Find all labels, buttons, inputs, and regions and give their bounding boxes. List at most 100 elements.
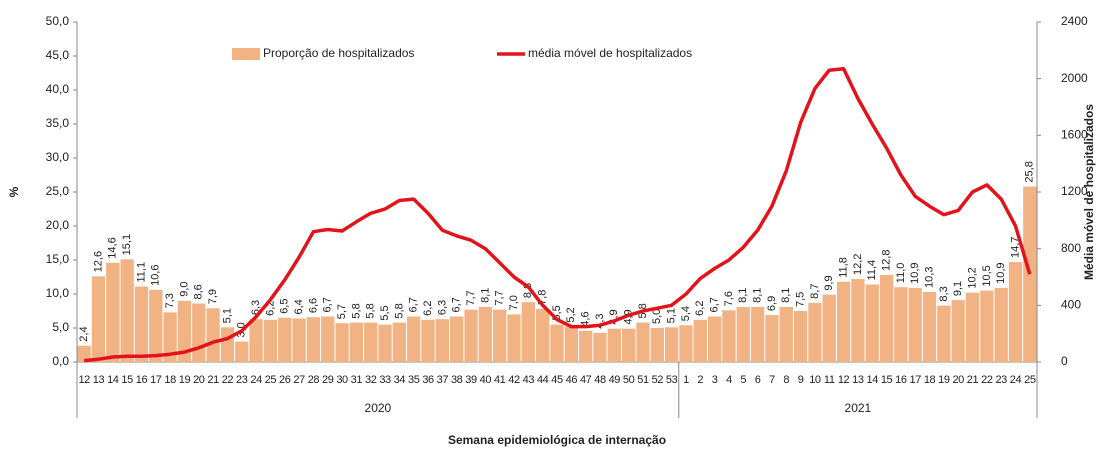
bar <box>91 276 106 362</box>
group-label: 2020 <box>365 401 392 415</box>
x-tick-label: 15 <box>881 374 893 386</box>
bar <box>177 300 192 362</box>
value-label: 5,4 <box>680 306 692 321</box>
x-tick-label: 2 <box>697 374 703 386</box>
bar <box>536 308 550 362</box>
value-label: 10,9 <box>995 262 1007 283</box>
value-label: 10,5 <box>981 265 993 286</box>
legend-label: média móvel de hospitalizados <box>528 46 692 60</box>
y-axis-label: % <box>7 186 21 197</box>
bar <box>134 286 149 362</box>
value-label: 6,9 <box>766 296 778 311</box>
bar <box>980 290 994 362</box>
bar <box>564 326 578 362</box>
y-tick-label: 30,0 <box>46 150 70 164</box>
bar <box>894 287 908 362</box>
bar <box>550 324 564 362</box>
value-label: 8,1 <box>479 288 491 303</box>
value-label: 7,6 <box>723 291 735 306</box>
value-label: 10,6 <box>150 264 162 285</box>
x-tick-label: 36 <box>422 374 434 386</box>
bar <box>736 306 750 362</box>
bar <box>364 322 378 362</box>
line <box>84 67 1032 363</box>
x-tick-label: 41 <box>494 374 506 386</box>
y2-tick-label: 2400 <box>1061 14 1088 28</box>
x-tick-label: 16 <box>895 374 907 386</box>
value-label: 5,8 <box>393 303 405 318</box>
value-label: 8,1 <box>752 288 764 303</box>
y2-axis-label: Média móvel de hospitalizados <box>1082 104 1096 280</box>
value-label: 6,7 <box>709 297 721 312</box>
y2-tick-label: 1600 <box>1061 128 1088 142</box>
value-label: 5,8 <box>350 303 362 318</box>
bar <box>636 322 650 362</box>
value-label: 5,0 <box>651 309 663 324</box>
x-tick-label: 13 <box>93 374 105 386</box>
x-tick-label: 18 <box>924 374 936 386</box>
y2-tick-label: 1200 <box>1061 184 1088 198</box>
value-label: 11,1 <box>135 262 147 283</box>
value-label: 7,7 <box>494 290 506 305</box>
value-label: 10,3 <box>923 267 935 288</box>
value-label: 14,6 <box>107 237 119 258</box>
bar <box>435 319 450 362</box>
value-label: 7,7 <box>465 290 477 305</box>
value-label: 8,1 <box>737 288 749 303</box>
bar <box>607 328 621 362</box>
group-label: 2021 <box>845 401 872 415</box>
bar <box>578 330 593 362</box>
x-tick-label: 38 <box>451 374 463 386</box>
bar <box>879 274 894 362</box>
x-tick-label: 17 <box>150 374 162 386</box>
bar <box>836 281 851 362</box>
bar <box>822 294 836 362</box>
value-label: 12,6 <box>92 251 104 272</box>
bar <box>263 319 278 362</box>
x-tick-label: 24 <box>250 374 262 386</box>
value-label: 6,6 <box>307 298 319 313</box>
x-tick-label: 30 <box>336 374 348 386</box>
bar <box>235 341 249 362</box>
bar <box>865 284 879 362</box>
bar <box>349 322 364 362</box>
bar <box>220 327 235 362</box>
bar <box>722 310 736 362</box>
x-tick-label: 8 <box>783 374 789 386</box>
value-label: 7,5 <box>794 292 806 307</box>
x-tick-label: 6 <box>755 374 761 386</box>
value-label: 9,1 <box>952 281 964 296</box>
value-label: 5,1 <box>221 308 233 323</box>
x-tick-label: 12 <box>78 374 90 386</box>
x-tick-label: 19 <box>938 374 950 386</box>
bar <box>765 315 779 362</box>
x-tick-label: 34 <box>394 374 406 386</box>
y-tick-label: 40,0 <box>46 82 70 96</box>
x-tick-label: 19 <box>179 374 191 386</box>
value-label: 12,2 <box>852 254 864 275</box>
bar <box>679 325 693 362</box>
bar <box>206 308 220 362</box>
value-label: 8,7 <box>809 284 821 299</box>
x-tick-label: 43 <box>523 374 535 386</box>
x-tick-label: 13 <box>852 374 864 386</box>
value-label: 5,8 <box>365 303 377 318</box>
value-label: 6,2 <box>694 301 706 316</box>
x-tick-label: 18 <box>164 374 176 386</box>
x-tick-label: 1 <box>683 374 689 386</box>
x-tick-label: 32 <box>365 374 377 386</box>
x-tick-label: 31 <box>351 374 363 386</box>
x-tick-label: 29 <box>322 374 334 386</box>
x-tick-label: 53 <box>666 374 678 386</box>
value-label: 8,1 <box>780 288 792 303</box>
bar <box>378 324 392 362</box>
y2-tick-label: 2000 <box>1061 71 1088 85</box>
x-tick-label: 20 <box>952 374 964 386</box>
bar <box>478 306 493 362</box>
value-label: 7,0 <box>508 295 520 310</box>
x-tick-label: 28 <box>308 374 320 386</box>
x-tick-label: 35 <box>408 374 420 386</box>
x-tick-label: 7 <box>769 374 775 386</box>
bar <box>908 287 922 362</box>
